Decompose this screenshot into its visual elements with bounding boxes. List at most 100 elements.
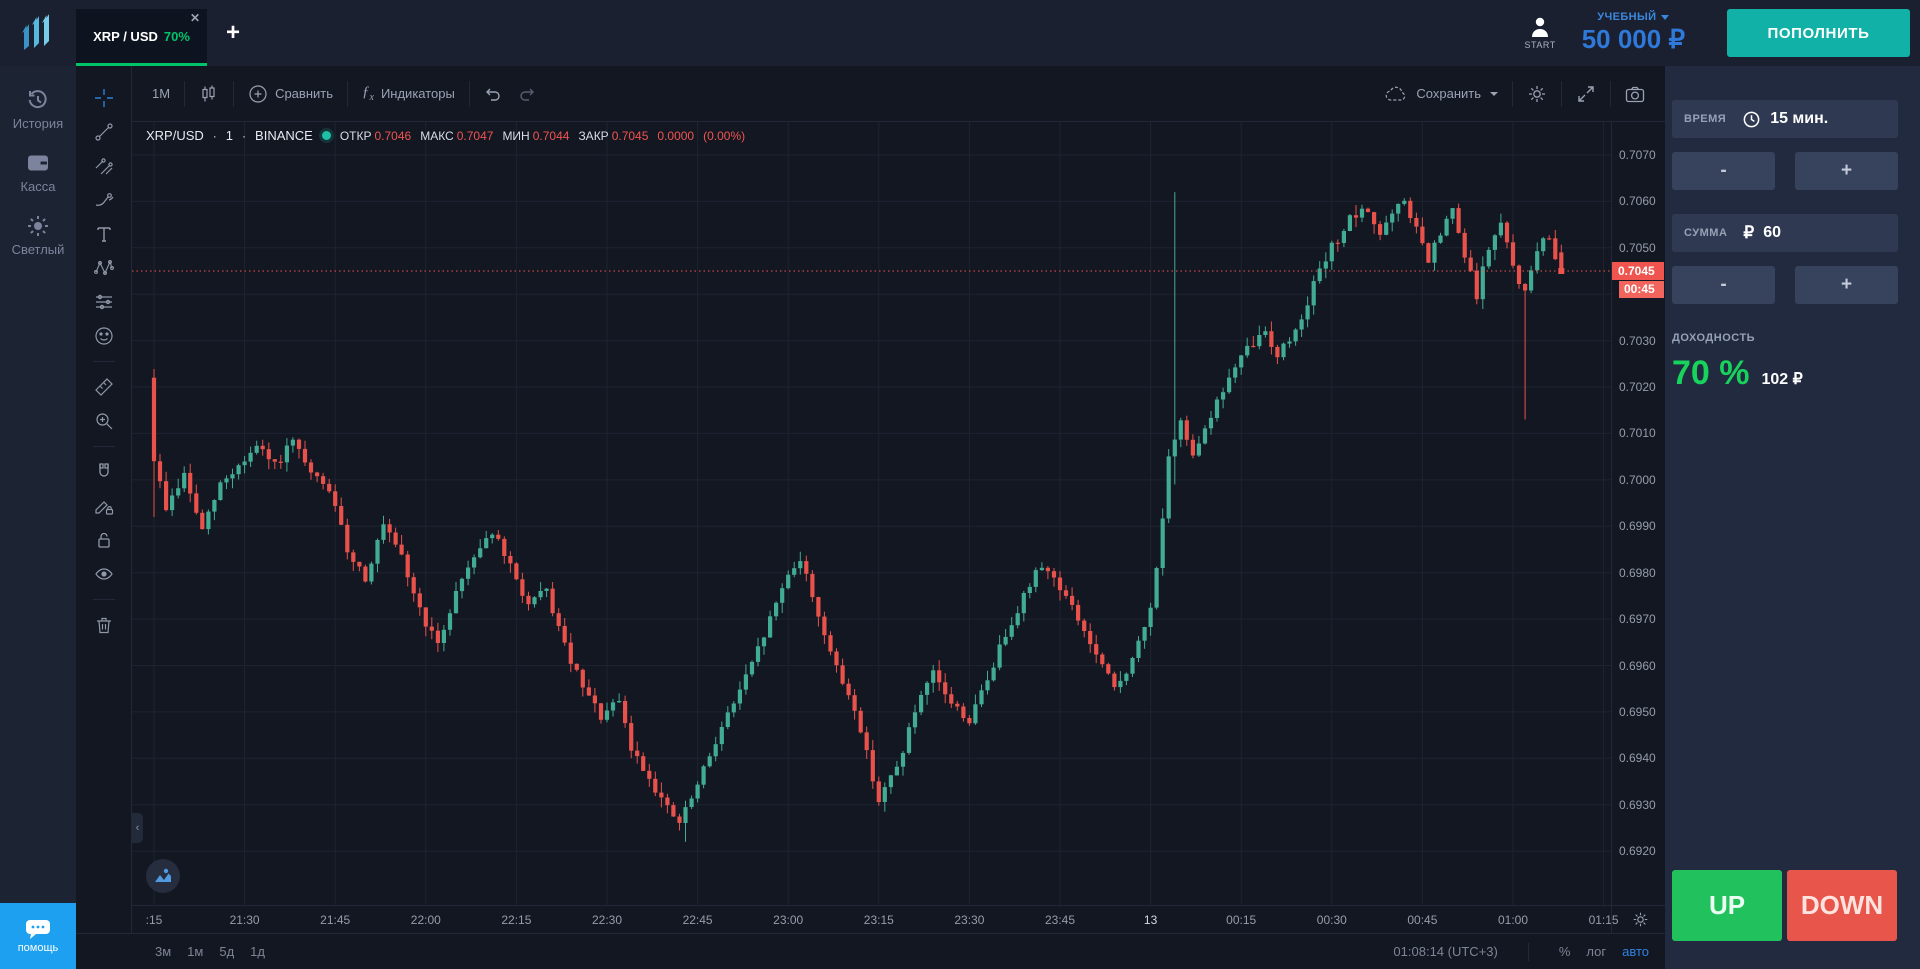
- sidebar-item-theme-light[interactable]: Светлый: [0, 214, 76, 257]
- amount-field[interactable]: СУММА ₽ 60: [1672, 214, 1898, 252]
- redo-icon: [520, 88, 534, 101]
- xabcd-pattern-tool[interactable]: [89, 254, 119, 282]
- price-tick-label: 0.6930: [1619, 797, 1656, 812]
- chart-settings-button[interactable]: [1519, 77, 1555, 111]
- time-tick-label: 23:30: [954, 913, 985, 927]
- chart-style-quick-button[interactable]: [146, 859, 180, 893]
- time-tick-label: :15: [145, 913, 163, 927]
- emoji-tool[interactable]: [89, 322, 119, 350]
- up-button[interactable]: UP: [1672, 870, 1782, 941]
- chart-style-button[interactable]: [191, 77, 227, 111]
- user-profile-button[interactable]: START: [1525, 0, 1556, 66]
- time-axis[interactable]: :15 21:30 21:45 22:00 22:15 22:30 22:45 23:00 23…: [132, 905, 1665, 933]
- forecast-tool[interactable]: [89, 288, 119, 316]
- user-label: START: [1524, 40, 1556, 50]
- crosshair-tool[interactable]: [89, 84, 119, 112]
- save-layout-button[interactable]: Сохранить: [1377, 77, 1506, 111]
- footer-separator: [1527, 942, 1529, 961]
- ruler-tool[interactable]: [89, 373, 119, 401]
- brush-tool[interactable]: [89, 186, 119, 214]
- toolbar-separator: [1512, 80, 1513, 107]
- price-tick-label: 0.6950: [1619, 704, 1656, 719]
- amount-minus-button[interactable]: -: [1672, 266, 1775, 304]
- market-status-dot: [321, 131, 331, 140]
- gear-icon: [1529, 85, 1545, 102]
- time-field-value: 15 мин.: [1770, 110, 1829, 127]
- compare-plus-icon: [249, 84, 267, 103]
- drawing-toolbar: [76, 66, 132, 933]
- tab-xrp-usd[interactable]: ✕ XRP / USD 70%: [76, 9, 207, 66]
- fullscreen-icon: [1578, 85, 1594, 102]
- topbar-spacer: [259, 0, 1525, 66]
- price-tick-label: 0.6990: [1619, 519, 1656, 534]
- toolbar-separator: [468, 80, 470, 107]
- sidebar-item-history[interactable]: История: [0, 88, 76, 131]
- compare-button[interactable]: Сравнить: [240, 77, 341, 111]
- time-plus-button[interactable]: +: [1795, 152, 1898, 190]
- app-logo[interactable]: [0, 0, 76, 66]
- account-selector[interactable]: УЧЕБНЫЙ 50 000 ₽: [1582, 0, 1685, 66]
- price-tick-label: 0.6970: [1619, 612, 1656, 627]
- price-tick-label: 0.6920: [1619, 844, 1656, 859]
- legend-high: МАКС 0.7047: [420, 128, 494, 143]
- time-tick-label: 22:30: [591, 913, 623, 927]
- sidebar-item-cashier[interactable]: Касса: [0, 151, 76, 194]
- amount-field-label: СУММА: [1684, 227, 1728, 239]
- trend-line-tool[interactable]: [89, 118, 119, 146]
- time-axis-settings-button[interactable]: [1632, 911, 1649, 931]
- time-tick-label: 23:00: [773, 913, 804, 927]
- range-1d[interactable]: 1д: [250, 944, 265, 959]
- price-tick-label: 0.7060: [1619, 194, 1656, 209]
- price-axis[interactable]: 0.7070 0.7060 0.7050 0.7030 0.7020 0.7010 0.70…: [1611, 122, 1665, 905]
- log-scale-button[interactable]: лог: [1586, 944, 1607, 959]
- sun-icon: [28, 216, 48, 236]
- profit-amount: 102 ₽: [1761, 371, 1803, 388]
- camera-icon: [1625, 86, 1645, 102]
- time-tick-label: 23:15: [863, 913, 894, 927]
- amount-plus-button[interactable]: +: [1795, 266, 1898, 304]
- help-button[interactable]: помощь: [0, 903, 76, 969]
- profit-label: ДОХОДНОСТЬ: [1672, 332, 1756, 344]
- percent-scale-button[interactable]: %: [1558, 944, 1571, 959]
- down-button[interactable]: DOWN: [1787, 870, 1897, 941]
- range-switcher: 3м 1м 5д 1д: [155, 944, 265, 959]
- pitchfork-tool[interactable]: [89, 152, 119, 180]
- auto-scale-button[interactable]: авто: [1622, 944, 1649, 959]
- user-icon: [1532, 17, 1549, 37]
- magnet-tool[interactable]: [89, 458, 119, 486]
- undo-button[interactable]: [476, 77, 510, 111]
- hide-drawings-eye-tool[interactable]: [89, 560, 119, 588]
- toolbar-separator: [1561, 80, 1562, 107]
- range-3m[interactable]: 3м: [155, 944, 172, 959]
- tab-close-icon[interactable]: ✕: [189, 11, 200, 25]
- text-tool[interactable]: [89, 220, 119, 248]
- screenshot-button[interactable]: [1617, 77, 1653, 111]
- time-field[interactable]: ВРЕМЯ 15 мин.: [1672, 100, 1898, 138]
- range-5d[interactable]: 5д: [219, 944, 235, 959]
- range-1m[interactable]: 1м: [187, 944, 204, 959]
- chart-area[interactable]: XRP/USD · 1 · BINANCE ОТКР 0.7046 МАКС 0.7…: [132, 122, 1611, 905]
- candles-icon: [202, 85, 215, 101]
- legend-low: МИН 0.7044: [502, 128, 570, 143]
- candlestick-chart[interactable]: [132, 122, 1611, 905]
- remove-drawings-trash-tool[interactable]: [89, 611, 119, 639]
- add-tab-button[interactable]: +: [225, 19, 240, 46]
- interval-button[interactable]: 1M: [152, 86, 171, 101]
- fullscreen-button[interactable]: [1568, 77, 1604, 111]
- collapse-toolbar-handle[interactable]: ‹: [132, 813, 143, 843]
- toolbar-separator: [1610, 80, 1611, 107]
- chevron-down-icon: [1661, 14, 1670, 20]
- tab-symbol: XRP / USD: [93, 28, 158, 44]
- main-area: История Касса Светлый: [0, 66, 1920, 969]
- time-minus-button[interactable]: -: [1672, 152, 1775, 190]
- deposit-button[interactable]: ПОПОЛНИТЬ: [1727, 9, 1910, 57]
- zoom-in-tool[interactable]: [89, 407, 119, 435]
- price-tick-label: 0.6940: [1619, 751, 1656, 766]
- drawing-mode-lock-tool[interactable]: [89, 492, 119, 520]
- redo-button[interactable]: [510, 77, 544, 111]
- wallet-icon: [28, 155, 48, 171]
- lock-all-tool[interactable]: [89, 526, 119, 554]
- indicators-button[interactable]: ƒx Индикаторы: [362, 84, 455, 103]
- clock[interactable]: 01:08:14 (UTC+3): [1393, 944, 1498, 959]
